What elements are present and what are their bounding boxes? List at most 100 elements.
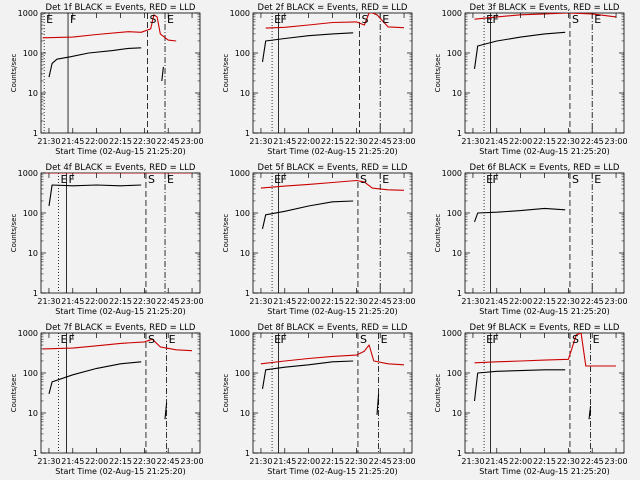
plot-frame: [40, 172, 201, 294]
x-tick-label: 22:30: [133, 137, 156, 146]
x-axis-label: Start Time (02-Aug-15 21:25:20): [267, 147, 398, 156]
y-tick-label: 1000: [18, 169, 38, 178]
y-tick-label: 1: [33, 289, 38, 298]
y-tick-label: 100: [235, 369, 250, 378]
y-tick-label: 1: [33, 129, 38, 138]
marker-label: E: [274, 13, 281, 26]
y-tick-label: 10: [240, 89, 250, 98]
y-axis-label: Counts/sec: [434, 214, 442, 253]
y-tick-label: 1000: [230, 169, 250, 178]
y-tick-label: 1000: [442, 169, 462, 178]
x-tick-label: 21:45: [61, 137, 84, 146]
x-tick-label: 21:45: [485, 137, 508, 146]
chart-panel: Det 9f BLACK = Events, RED = LLD 1 10 100 10…: [434, 323, 628, 476]
x-tick-label: 21:30: [461, 297, 484, 306]
y-tick-label: 100: [447, 369, 462, 378]
y-tick-label: 1: [245, 449, 250, 458]
events-series-line: [588, 405, 592, 420]
events-series-line: [261, 32, 354, 62]
x-tick-label: 22:30: [345, 137, 368, 146]
events-series-line: [473, 369, 566, 402]
x-tick-label: 22:45: [369, 137, 392, 146]
lld-series-line: [474, 333, 616, 367]
y-axis-label: Counts/sec: [10, 54, 18, 93]
lld-series-line: [260, 344, 405, 366]
events-series-line: [48, 47, 142, 78]
chart-title: Det 3f BLACK = Events, RED = LLD: [470, 3, 620, 13]
plot-frame: [40, 12, 201, 134]
chart-title: Det 9f BLACK = Events, RED = LLD: [470, 323, 620, 333]
marker-label: E: [593, 333, 600, 346]
y-tick-label: 100: [23, 49, 38, 58]
x-tick-label: 23:00: [605, 137, 628, 146]
y-tick-label: 10: [28, 249, 38, 258]
marker-label: E: [486, 173, 493, 186]
marker-label: S: [572, 13, 579, 26]
x-tick-label: 23:00: [393, 297, 416, 306]
marker-label: E: [486, 13, 493, 26]
plot-frame: [40, 332, 201, 454]
marker-label: F: [492, 13, 498, 26]
x-tick-label: 22:45: [157, 137, 180, 146]
x-axis-label: Start Time (02-Aug-15 21:25:20): [55, 147, 186, 156]
x-axis-label: Start Time (02-Aug-15 21:25:20): [55, 467, 186, 476]
x-tick-label: 21:30: [249, 297, 272, 306]
lld-series-line: [42, 14, 177, 42]
chart-title: Det 1f BLACK = Events, RED = LLD: [46, 3, 196, 13]
x-tick-label: 21:30: [37, 297, 60, 306]
x-tick-label: 22:15: [533, 137, 556, 146]
y-tick-label: 1: [457, 449, 462, 458]
y-tick-label: 1: [245, 129, 250, 138]
chart-title: Det 8f BLACK = Events, RED = LLD: [258, 323, 408, 333]
plot-data: [42, 333, 193, 453]
x-tick-label: 22:15: [321, 297, 344, 306]
marker-label: E: [594, 173, 601, 186]
x-tick-label: 22:15: [109, 297, 132, 306]
x-tick-label: 22:00: [509, 137, 532, 146]
y-tick-label: 100: [235, 209, 250, 218]
x-tick-label: 22:00: [297, 137, 320, 146]
marker-label: E: [60, 333, 67, 346]
y-tick-label: 1: [245, 289, 250, 298]
x-tick-label: 22:30: [557, 297, 580, 306]
y-tick-label: 10: [452, 409, 462, 418]
plot-data: [473, 333, 616, 453]
x-tick-label: 22:45: [581, 457, 604, 466]
x-tick-label: 23:00: [181, 297, 204, 306]
y-tick-label: 100: [447, 49, 462, 58]
x-tick-label: 22:15: [109, 457, 132, 466]
y-tick-label: 1: [33, 449, 38, 458]
x-tick-label: 22:30: [133, 457, 156, 466]
x-tick-label: 21:45: [273, 297, 296, 306]
plot-frame: [464, 172, 625, 294]
chart-panel: Det 7f BLACK = Events, RED = LLD 1 10 100 10…: [10, 323, 204, 476]
y-tick-label: 100: [447, 209, 462, 218]
x-tick-label: 21:30: [37, 457, 60, 466]
events-series-line: [164, 402, 168, 420]
marker-label: E: [46, 13, 53, 26]
marker-label: S: [360, 333, 367, 346]
x-tick-label: 22:00: [509, 297, 532, 306]
x-axis-label: Start Time (02-Aug-15 21:25:20): [479, 467, 610, 476]
x-tick-label: 22:30: [345, 297, 368, 306]
y-axis-label: Counts/sec: [434, 374, 442, 413]
x-tick-label: 23:00: [393, 457, 416, 466]
x-tick-label: 22:00: [85, 297, 108, 306]
plot-data: [42, 13, 177, 133]
marker-label: E: [167, 173, 174, 186]
plot-frame: [252, 332, 413, 454]
marker-label: E: [382, 13, 389, 26]
lld-series-line: [42, 338, 193, 352]
plot-frame: [252, 12, 413, 134]
x-tick-label: 21:30: [461, 137, 484, 146]
x-tick-label: 22:30: [557, 457, 580, 466]
events-series-line: [48, 184, 142, 207]
x-tick-label: 22:45: [157, 457, 180, 466]
y-axis-label: Counts/sec: [434, 54, 442, 93]
x-tick-label: 23:00: [181, 457, 204, 466]
marker-label: E: [486, 333, 493, 346]
plot-data: [260, 333, 405, 453]
x-tick-label: 22:15: [533, 457, 556, 466]
y-axis-label: Counts/sec: [222, 214, 230, 253]
y-axis-label: Counts/sec: [10, 214, 18, 253]
